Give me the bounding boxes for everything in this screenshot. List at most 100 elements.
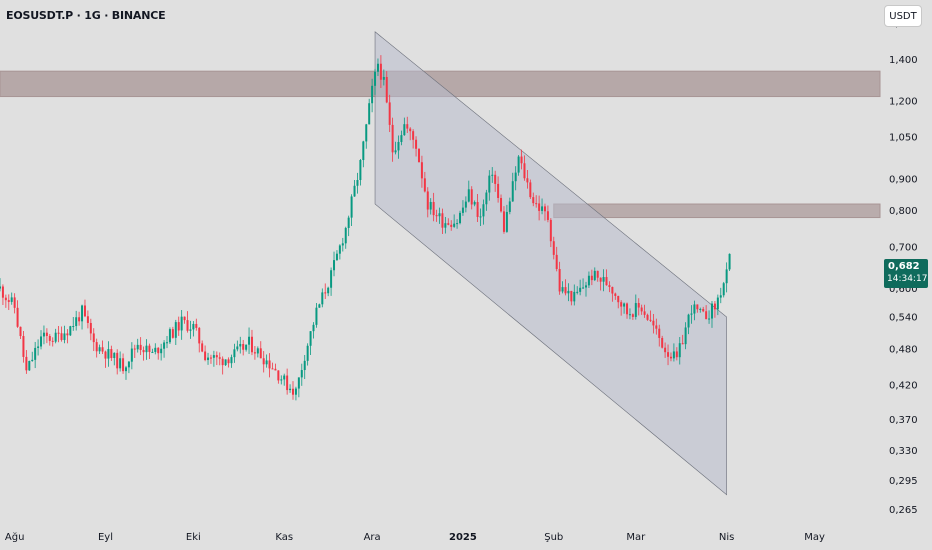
candle-body <box>99 347 101 351</box>
candle-body <box>667 352 669 357</box>
time-tick-label: 2025 <box>449 532 477 543</box>
candle-body <box>400 135 402 142</box>
candle-body <box>523 163 525 178</box>
candle-body <box>453 224 455 227</box>
candle-body <box>17 308 19 327</box>
candle-body <box>58 333 60 334</box>
candle-body <box>693 304 695 313</box>
candle-body <box>614 294 616 296</box>
candle-body <box>688 315 690 328</box>
candle-body <box>78 317 80 321</box>
candle-body <box>447 223 449 225</box>
candle-body <box>641 308 643 312</box>
candle-body <box>606 277 608 285</box>
candle-body <box>345 228 347 243</box>
price-tick-label: 0,370 <box>889 415 918 426</box>
candle-body <box>620 302 622 306</box>
candle-body <box>8 300 10 302</box>
candle-body <box>374 72 376 86</box>
candle-body <box>356 180 358 186</box>
candle-body <box>365 124 367 141</box>
candle-body <box>148 346 150 352</box>
candle-body <box>635 303 637 317</box>
time-tick-label: Ara <box>364 532 381 543</box>
candle-body <box>485 193 487 205</box>
candle-body <box>260 348 262 358</box>
candle-body <box>661 338 663 348</box>
candle-body <box>497 184 499 198</box>
candle-body <box>436 215 438 216</box>
time-tick-label: Mar <box>626 532 646 543</box>
candle-body <box>576 292 578 293</box>
candle-body <box>532 197 534 203</box>
candle-body <box>125 367 127 371</box>
candle-body <box>204 352 206 361</box>
candle-body <box>266 360 268 364</box>
candle-body <box>664 348 666 352</box>
candle-body <box>178 322 180 330</box>
candle-body <box>652 321 654 326</box>
candle-body <box>140 345 142 350</box>
candle-body <box>673 351 675 358</box>
candle-body <box>330 270 332 287</box>
candle-body <box>324 292 326 293</box>
candle-body <box>143 350 145 352</box>
candle-body <box>506 212 508 232</box>
candle-body <box>629 314 631 315</box>
candle-body <box>119 358 121 368</box>
candle-body <box>90 323 92 333</box>
candle-body <box>210 358 212 359</box>
candle-body <box>450 225 452 227</box>
currency-button[interactable]: USDT <box>884 5 922 27</box>
candle-body <box>682 343 684 344</box>
candle-body <box>702 309 704 311</box>
candle-body <box>512 181 514 201</box>
candle-body <box>151 352 153 353</box>
candle-body <box>705 311 707 319</box>
candle-body <box>22 336 24 357</box>
candle-body <box>433 202 435 215</box>
candle-body <box>444 223 446 227</box>
candle-body <box>480 216 482 217</box>
candle-body <box>146 346 148 352</box>
candle-body <box>699 309 701 310</box>
candle-body <box>726 269 728 283</box>
price-tick-label: 0,295 <box>889 476 918 487</box>
candle-body <box>333 260 335 270</box>
candle-body <box>301 370 303 377</box>
candle-body <box>49 336 51 341</box>
candle-body <box>2 287 4 298</box>
candle-body <box>157 348 159 353</box>
price-tick-label: 0,420 <box>889 381 918 392</box>
candle-body <box>230 357 232 363</box>
candle-body <box>248 337 250 345</box>
candle-body <box>573 292 575 301</box>
resistance-zone[interactable] <box>554 204 880 218</box>
candle-body <box>670 357 672 359</box>
candle-body <box>104 352 106 359</box>
candle-body <box>245 345 247 350</box>
candle-body <box>608 285 610 287</box>
candle-body <box>354 186 356 197</box>
candle-body <box>626 303 628 314</box>
candle-body <box>491 175 493 176</box>
candle-body <box>175 322 177 338</box>
candle-body <box>172 329 174 338</box>
candle-body <box>40 336 42 346</box>
candle-body <box>559 269 561 291</box>
candle-body <box>535 203 537 204</box>
candle-body <box>96 342 98 351</box>
candle-body <box>37 346 39 347</box>
candle-body <box>137 345 139 349</box>
price-tick-label: 0,330 <box>889 446 918 457</box>
candle-body <box>69 326 71 335</box>
time-tick-label: Kas <box>275 532 293 543</box>
time-tick-label: Nis <box>719 532 734 543</box>
candle-body <box>20 327 22 336</box>
candle-body <box>582 287 584 288</box>
candle-body <box>439 213 441 216</box>
candle-body <box>553 241 555 255</box>
candle-body <box>617 296 619 302</box>
candle-body <box>5 298 7 300</box>
